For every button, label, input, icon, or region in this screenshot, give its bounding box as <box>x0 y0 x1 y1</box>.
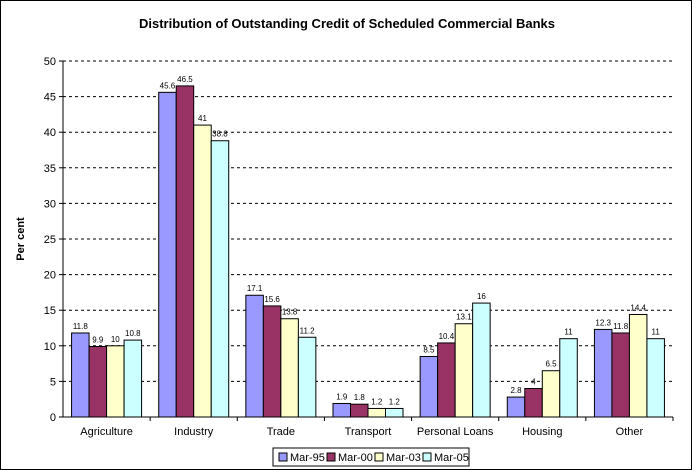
data-label: 11.8 <box>613 322 629 331</box>
bar <box>193 124 212 418</box>
bar <box>559 338 578 418</box>
bar <box>245 294 264 418</box>
data-label: 16 <box>477 292 486 301</box>
x-category-label: Other <box>616 426 644 438</box>
y-tick-label: 0 <box>50 412 56 424</box>
bar <box>524 388 543 418</box>
bar <box>210 140 230 418</box>
x-category-label: Industry <box>174 426 214 438</box>
bar <box>506 396 526 418</box>
legend-swatch <box>374 452 384 462</box>
legend: Mar-95 Mar-00 Mar-03 Mar-05 <box>272 447 470 467</box>
bar <box>472 302 491 418</box>
legend-swatch <box>422 452 432 462</box>
x-category-label: Housing <box>522 426 562 438</box>
chart-title: Distribution of Outstanding Credit of Sc… <box>139 16 555 31</box>
y-tick-label: 40 <box>44 127 56 139</box>
data-label: 14.4 <box>630 303 646 312</box>
data-label: 9.9 <box>92 336 104 345</box>
data-label: 17.1 <box>247 284 263 293</box>
bar <box>350 403 369 418</box>
data-label: 1.8 <box>354 393 366 402</box>
y-tick-label: 10 <box>44 341 56 353</box>
bar <box>593 328 613 418</box>
legend-swatch <box>326 452 336 462</box>
y-tick-label: 25 <box>44 234 56 246</box>
y-tick-label: 45 <box>44 92 56 104</box>
bar <box>367 407 386 418</box>
bar <box>541 370 561 418</box>
data-label: 12.3 <box>595 318 611 327</box>
bar <box>158 91 177 418</box>
y-tick-label: 15 <box>44 305 56 317</box>
data-label: 11.8 <box>73 322 89 331</box>
bar <box>262 305 282 418</box>
data-label: 11 <box>652 328 661 337</box>
bar <box>419 355 439 418</box>
y-tick-label: 50 <box>44 56 56 68</box>
bar <box>437 342 456 418</box>
data-label: 1.2 <box>371 397 383 406</box>
legend-box <box>272 447 470 467</box>
bar <box>280 318 299 418</box>
y-tick-label: 30 <box>44 198 56 210</box>
data-label: 2.8 <box>510 386 522 395</box>
y-axis-label: Per cent <box>15 217 27 261</box>
data-label: 6.5 <box>545 360 557 369</box>
legend-label: Mar-95 <box>290 452 325 464</box>
legend-label: Mar-00 <box>338 452 373 464</box>
legend-swatch <box>278 452 288 462</box>
data-label: 38.8 <box>212 130 228 139</box>
x-category-label: Agriculture <box>80 426 133 438</box>
data-label: 10 <box>111 335 120 344</box>
data-label: 13.8 <box>282 308 298 317</box>
bar <box>611 332 630 418</box>
y-tick-label: 35 <box>44 163 56 175</box>
bar <box>646 338 665 418</box>
bar <box>385 407 404 418</box>
data-label: 13.1 <box>456 313 472 322</box>
bar <box>88 346 108 418</box>
axes: 0 5 10 15 20 25 30 35 40 45 50 Agriculture Industry T… <box>44 56 674 438</box>
x-category-label: Trade <box>267 426 295 438</box>
data-label: 1.9 <box>336 392 348 401</box>
data-label: 1.2 <box>389 397 401 406</box>
data-label: 46.5 <box>177 75 193 84</box>
x-category-label: Personal Loans <box>417 426 494 438</box>
data-label: 11 <box>564 328 573 337</box>
data-label: 10.8 <box>125 329 141 338</box>
bar <box>628 313 648 418</box>
legend-label: Mar-03 <box>386 452 421 464</box>
bar <box>332 402 351 418</box>
data-label: 15.6 <box>264 295 280 304</box>
data-label: 11.2 <box>300 326 316 335</box>
data-label: 8.5 <box>423 345 435 354</box>
x-category-label: Transport <box>345 426 392 438</box>
bar <box>106 345 125 418</box>
gridlines <box>63 60 673 382</box>
data-label: 4 <box>531 378 536 387</box>
data-label: 45.6 <box>160 81 176 90</box>
data-label: 41 <box>198 114 207 123</box>
bar <box>71 332 90 418</box>
legend-label: Mar-05 <box>434 452 469 464</box>
bar <box>123 339 143 418</box>
data-label: 10.4 <box>439 332 455 341</box>
bar <box>175 85 195 418</box>
bar <box>297 336 317 418</box>
data-labels: 11.89.9 1010.845.646.54138.817.115.613.81… <box>73 75 661 407</box>
y-tick-label: 20 <box>44 270 56 282</box>
bars <box>71 85 665 418</box>
y-tick-label: 5 <box>50 376 56 388</box>
bar <box>454 323 474 418</box>
